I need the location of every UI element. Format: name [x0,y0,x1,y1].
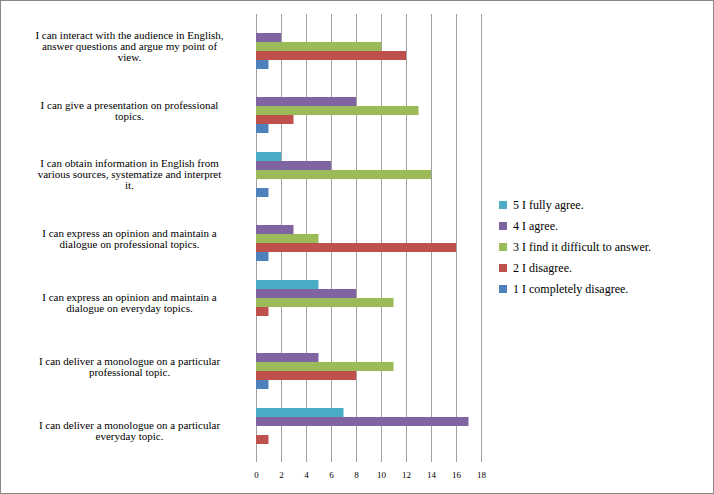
html-text:3 I find it difficult to answe: 3 I find it difficult to answer. [513,239,652,254]
svg-text:I can deliver a monologue on a: I can deliver a monologue on a particula… [39,355,220,378]
svg-text:8: 8 [354,470,359,480]
svg-text:I can interact with the audien: I can interact with the audience in Engl… [35,29,223,63]
html-text:2 I disagree.: 2 I disagree. [513,260,572,275]
svg-text:I can express an opinion and m: I can express an opinion and maintain ad… [42,227,217,250]
html-text:1 I completely disagree.: 1 I completely disagree. [513,281,629,296]
svg-text:4: 4 [304,470,309,480]
html-text:5 I fully agree.: 5 I fully agree. [513,197,584,212]
svg-text:10: 10 [377,470,387,480]
svg-text:18: 18 [477,470,487,480]
svg-text:16: 16 [452,470,462,480]
svg-text:12: 12 [402,470,411,480]
html-text:4 I agree.: 4 I agree. [513,218,558,233]
svg-text:0: 0 [254,470,259,480]
svg-text:14: 14 [427,470,437,480]
svg-text:2: 2 [279,470,284,480]
svg-text:I can obtain information in En: I can obtain information in English from… [38,157,222,191]
svg-text:I can deliver a monologue on a: I can deliver a monologue on a particula… [39,419,220,442]
svg-text:I can give a presentation on p: I can give a presentation on professiona… [41,99,219,122]
svg-text:I can express an opinion and m: I can express an opinion and maintain ad… [42,291,217,314]
svg-text:6: 6 [329,470,334,480]
